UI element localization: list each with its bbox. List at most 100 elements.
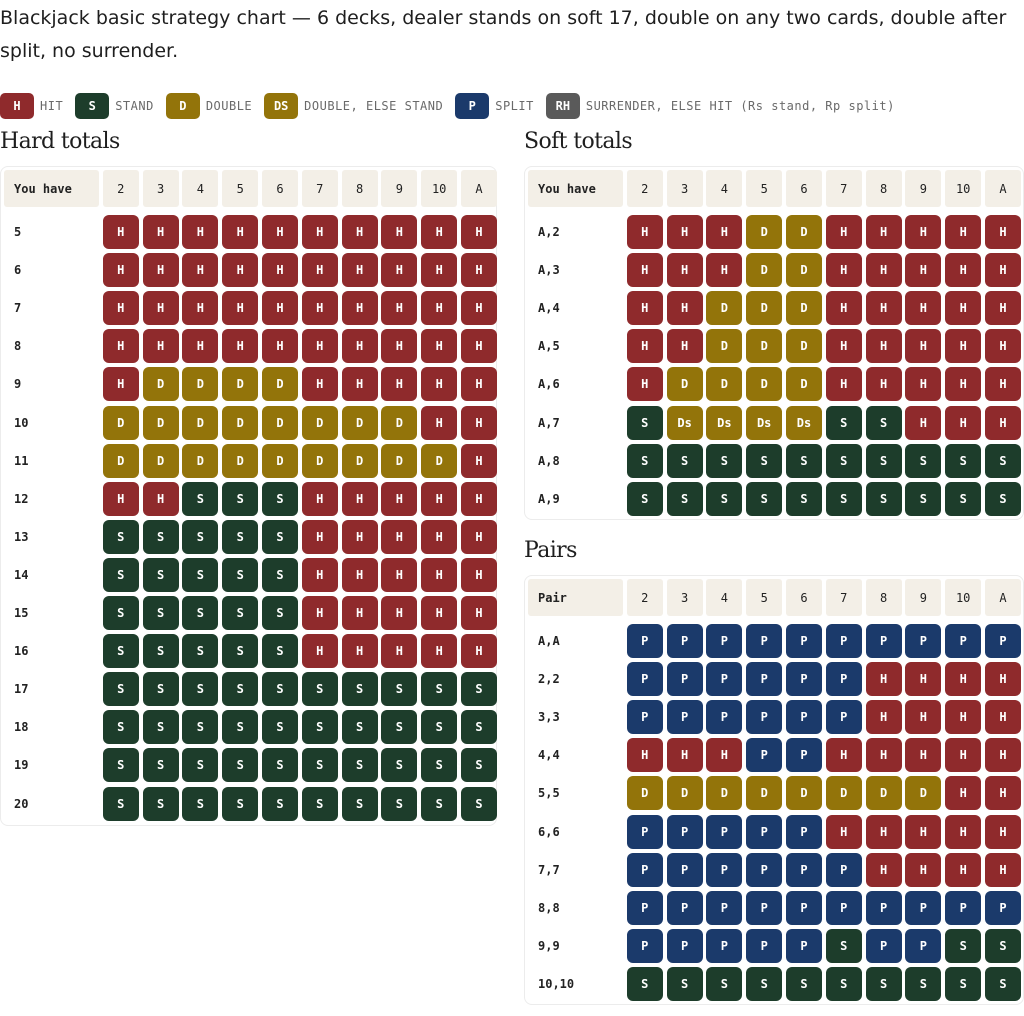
strategy-cell: H: [262, 215, 298, 249]
legend-swatch: D: [165, 93, 200, 119]
dealer-card-header: 8: [865, 579, 902, 616]
strategy-cell: H: [301, 367, 338, 402]
strategy-cell: S: [945, 443, 982, 478]
strategy-cell: S: [905, 443, 942, 478]
strategy-cell: S: [905, 481, 942, 516]
strategy-cell: H: [825, 291, 862, 326]
strategy-cell: D: [182, 443, 219, 478]
strategy-cell: H: [341, 291, 378, 326]
strategy-cell: S: [102, 672, 139, 707]
strategy-cell: H: [905, 662, 942, 697]
strategy-cell: S: [421, 672, 458, 707]
strategy-cell: S: [142, 748, 179, 783]
pairs-table: Pair 2 3 4 5 6 7 8 9 10 A A,A P P P P P P P P P P 2,2 P P P P P P H H H…: [524, 575, 1024, 1005]
row-label: A,7: [538, 415, 560, 430]
dealer-card-header: 10: [945, 170, 982, 207]
strategy-cell: D: [666, 367, 703, 402]
strategy-cell: H: [421, 329, 458, 364]
dealer-card-header: 4: [706, 579, 743, 616]
strategy-cell: S: [626, 481, 663, 516]
strategy-cell: H: [421, 557, 458, 592]
strategy-cell: S: [301, 710, 338, 745]
dealer-card-header: 2: [626, 579, 663, 616]
strategy-cell: H: [421, 634, 458, 669]
dealer-card-header: 6: [786, 170, 822, 207]
strategy-cell: H: [142, 253, 179, 288]
strategy-cell: H: [706, 738, 743, 773]
strategy-cell: H: [421, 481, 458, 516]
strategy-cell: H: [905, 852, 942, 887]
strategy-cell: D: [786, 776, 822, 811]
strategy-cell: S: [301, 748, 338, 783]
strategy-cell: H: [666, 329, 703, 364]
strategy-cell: P: [746, 700, 783, 735]
row-label: 16: [14, 644, 29, 659]
strategy-cell: S: [825, 481, 862, 516]
strategy-cell: H: [905, 253, 942, 288]
strategy-cell: P: [626, 662, 663, 697]
row-label: 19: [14, 758, 29, 773]
row-label: 7,7: [538, 862, 560, 877]
legend-item: H HIT: [0, 93, 63, 119]
strategy-cell: H: [905, 814, 942, 849]
strategy-cell: H: [142, 329, 179, 364]
strategy-cell: S: [182, 710, 219, 745]
dealer-card-header: 9: [905, 579, 942, 616]
strategy-cell: H: [865, 215, 902, 249]
dealer-card-header: A: [985, 170, 1021, 207]
strategy-cell: H: [142, 291, 179, 326]
strategy-cell: H: [222, 253, 259, 288]
strategy-cell: S: [626, 966, 663, 1001]
row-label: A,3: [538, 263, 560, 278]
row-label: 8: [14, 339, 22, 354]
strategy-cell: P: [905, 928, 942, 963]
row-label: A,2: [538, 225, 560, 239]
strategy-cell: D: [825, 776, 862, 811]
dealer-card-header: 6: [786, 579, 822, 616]
strategy-cell: D: [706, 329, 743, 364]
strategy-cell: D: [786, 329, 822, 364]
strategy-cell: H: [626, 738, 663, 773]
strategy-cell: H: [626, 329, 663, 364]
row-label: A,4: [538, 301, 560, 316]
strategy-cell: H: [825, 253, 862, 288]
strategy-cell: H: [626, 215, 663, 249]
strategy-cell: D: [746, 291, 783, 326]
strategy-cell: S: [461, 748, 497, 783]
strategy-cell: P: [746, 928, 783, 963]
strategy-cell: S: [222, 596, 259, 630]
dealer-card-header: 3: [666, 579, 703, 616]
strategy-cell: P: [905, 890, 942, 925]
strategy-cell: S: [102, 710, 139, 745]
strategy-cell: P: [825, 852, 862, 887]
strategy-cell: S: [142, 519, 179, 554]
strategy-cell: P: [786, 700, 822, 735]
strategy-cell: H: [666, 215, 703, 249]
strategy-cell: H: [865, 253, 902, 288]
strategy-cell: S: [825, 928, 862, 963]
strategy-cell: S: [182, 748, 219, 783]
strategy-cell: H: [301, 329, 338, 364]
strategy-cell: S: [865, 443, 902, 478]
row-label: 4,4: [538, 748, 560, 763]
strategy-cell: H: [262, 253, 298, 288]
strategy-cell: H: [985, 814, 1021, 849]
row-label: 3,3: [538, 710, 560, 725]
strategy-cell: D: [262, 405, 298, 440]
strategy-cell: D: [341, 443, 378, 478]
strategy-cell: S: [421, 748, 458, 783]
row-label: 12: [14, 491, 29, 506]
hard-totals-table: You have 2 3 4 5 6 7 8 9 10 A 5 H H H H H H H H H H 6 H H H H H H H H H…: [0, 166, 497, 826]
strategy-cell: D: [706, 367, 743, 402]
strategy-cell: P: [985, 890, 1021, 925]
strategy-cell: S: [381, 710, 418, 745]
legend-item: D DOUBLE: [165, 93, 252, 119]
strategy-cell: P: [626, 890, 663, 925]
strategy-cell: S: [341, 786, 378, 821]
strategy-cell: H: [381, 215, 418, 249]
dealer-card-header: 9: [381, 170, 418, 207]
legend-swatch: DS: [264, 93, 299, 119]
strategy-cell: H: [341, 557, 378, 592]
strategy-cell: P: [626, 700, 663, 735]
strategy-cell: S: [142, 672, 179, 707]
